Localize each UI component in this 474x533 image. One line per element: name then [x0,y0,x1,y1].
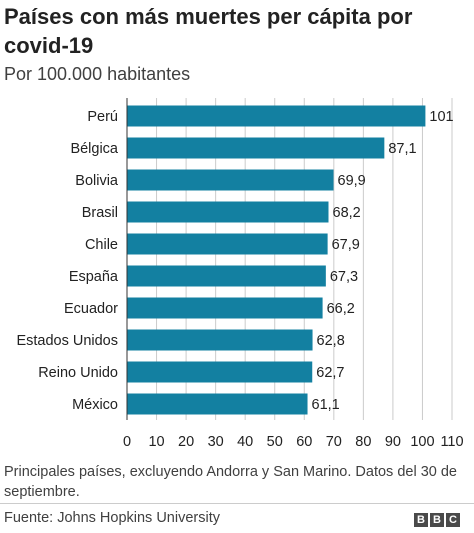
bar [127,297,323,319]
x-tick-label: 30 [208,434,224,450]
bbc-logo-letter: C [446,513,460,527]
category-label: España [69,269,119,285]
bar [127,137,385,159]
bar-chart: 0 10 20 30 40 50 60 70 80 90 100 110 Perú 101 Bélgica 8… [16,98,464,450]
bar [127,233,328,255]
data-label: 62,7 [316,365,344,381]
bar [127,361,313,383]
x-tick-label: 100 [410,434,434,450]
x-tick-label: 0 [123,434,131,450]
x-tick-label: 70 [326,434,342,450]
chart-note: Principales países, excluyendo Andorra y… [4,464,457,500]
data-label: 61,1 [312,397,340,413]
bar [127,393,308,415]
data-label: 69,9 [338,173,366,189]
bbc-logo: B B C [414,513,460,527]
x-tick-label: 80 [355,434,371,450]
category-label: Estados Unidos [16,333,118,349]
category-label: Bolivia [75,173,119,189]
x-tick-label: 40 [237,434,253,450]
bar [127,169,334,191]
category-label: México [72,397,118,413]
data-label: 68,2 [333,205,361,221]
x-tick-label: 110 [440,434,463,450]
x-tick-label: 20 [178,434,194,450]
x-tick-label: 50 [267,434,283,450]
footer-divider [0,503,474,504]
bar [127,265,326,287]
category-label: Chile [85,237,118,253]
bar [127,201,329,223]
category-label: Perú [87,109,118,125]
category-label: Reino Unido [38,365,118,381]
x-tick-label: 90 [385,434,401,450]
bar [127,329,313,351]
data-label: 62,8 [317,333,345,349]
data-label: 67,9 [332,237,360,253]
source-credit: Fuente: Johns Hopkins University [4,510,220,526]
x-tick-label: 10 [148,434,164,450]
x-tick-label: 60 [296,434,312,450]
chart-title: Países con más muertes per cápita por co… [4,4,413,58]
category-label: Brasil [82,205,118,221]
chart-subtitle: Por 100.000 habitantes [4,64,191,84]
data-label: 101 [429,109,453,125]
category-label: Ecuador [64,301,118,317]
bbc-logo-letter: B [430,513,444,527]
data-label: 67,3 [330,269,358,285]
category-label: Bélgica [70,141,118,157]
bar [127,105,426,127]
bbc-logo-letter: B [414,513,428,527]
data-label: 87,1 [388,141,416,157]
data-label: 66,2 [327,301,355,317]
